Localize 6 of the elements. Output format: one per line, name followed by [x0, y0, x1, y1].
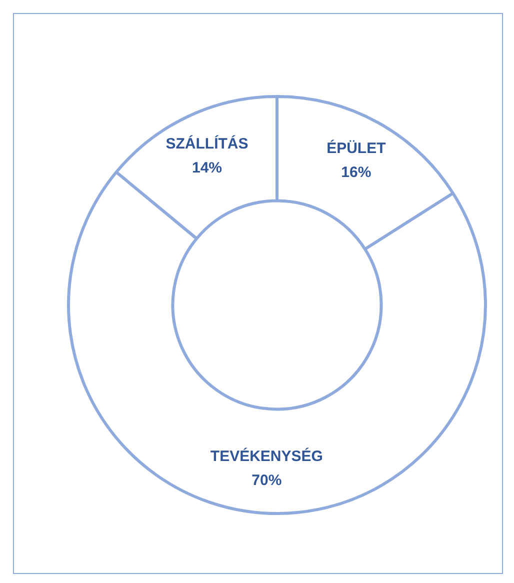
- slice-label: ÉPÜLET: [326, 139, 386, 158]
- data-label: 14%: [192, 159, 222, 176]
- slice-label: SZÁLLÍTÁS: [166, 134, 248, 152]
- data-label: 16%: [341, 164, 372, 182]
- data-label: 70%: [252, 472, 282, 490]
- slice-label: TEVÉKENYSÉG: [210, 447, 323, 466]
